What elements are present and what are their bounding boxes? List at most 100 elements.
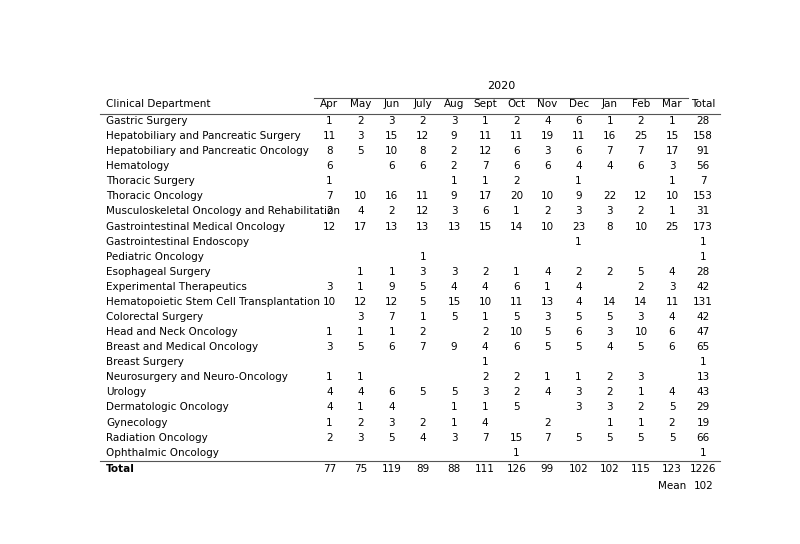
Text: Apr: Apr — [321, 99, 338, 109]
Text: 2: 2 — [669, 418, 675, 428]
Text: 7: 7 — [482, 161, 489, 171]
Text: Radiation Oncology: Radiation Oncology — [106, 432, 208, 443]
Text: 10: 10 — [541, 221, 554, 232]
Text: 2: 2 — [482, 372, 489, 382]
Text: 12: 12 — [323, 221, 336, 232]
Text: 158: 158 — [694, 131, 713, 141]
Text: 22: 22 — [603, 191, 616, 201]
Text: 1: 1 — [326, 176, 333, 186]
Text: 75: 75 — [354, 463, 367, 474]
Text: 1: 1 — [482, 312, 489, 322]
Text: Dec: Dec — [569, 99, 589, 109]
Text: 1: 1 — [669, 206, 675, 217]
Text: 3: 3 — [575, 387, 582, 398]
Text: 9: 9 — [450, 131, 458, 141]
Text: 1: 1 — [669, 116, 675, 126]
Text: 3: 3 — [450, 206, 458, 217]
Text: Clinical Department: Clinical Department — [106, 99, 210, 109]
Text: 12: 12 — [634, 191, 647, 201]
Text: 10: 10 — [478, 297, 492, 307]
Text: 15: 15 — [478, 221, 492, 232]
Text: 6: 6 — [389, 342, 395, 352]
Text: 7: 7 — [389, 312, 395, 322]
Text: 2: 2 — [450, 146, 458, 156]
Text: 4: 4 — [606, 342, 613, 352]
Text: 23: 23 — [572, 221, 586, 232]
Text: 77: 77 — [323, 463, 336, 474]
Text: 119: 119 — [382, 463, 402, 474]
Text: 6: 6 — [389, 387, 395, 398]
Text: 5: 5 — [669, 432, 675, 443]
Text: 4: 4 — [419, 432, 426, 443]
Text: 102: 102 — [694, 481, 713, 491]
Text: 4: 4 — [669, 267, 675, 277]
Text: 10: 10 — [634, 327, 647, 337]
Text: 115: 115 — [631, 463, 651, 474]
Text: 9: 9 — [450, 191, 458, 201]
Text: 7: 7 — [419, 342, 426, 352]
Text: 153: 153 — [694, 191, 713, 201]
Text: 2: 2 — [638, 206, 644, 217]
Text: 1: 1 — [513, 267, 520, 277]
Text: 6: 6 — [669, 342, 675, 352]
Text: 1: 1 — [389, 267, 395, 277]
Text: 11: 11 — [323, 131, 336, 141]
Text: 5: 5 — [544, 342, 550, 352]
Text: 10: 10 — [634, 221, 647, 232]
Text: Musculoskeletal Oncology and Rehabilitation: Musculoskeletal Oncology and Rehabilitat… — [106, 206, 340, 217]
Text: 3: 3 — [326, 282, 333, 292]
Text: 2: 2 — [358, 116, 364, 126]
Text: 5: 5 — [389, 432, 395, 443]
Text: 1: 1 — [358, 267, 364, 277]
Text: 2: 2 — [450, 161, 458, 171]
Text: Neurosurgery and Neuro-Oncology: Neurosurgery and Neuro-Oncology — [106, 372, 288, 382]
Text: Experimental Therapeutics: Experimental Therapeutics — [106, 282, 247, 292]
Text: 1: 1 — [326, 372, 333, 382]
Text: 2: 2 — [544, 206, 550, 217]
Text: 173: 173 — [694, 221, 713, 232]
Text: 6: 6 — [482, 206, 489, 217]
Text: Esophageal Surgery: Esophageal Surgery — [106, 267, 211, 277]
Text: 1: 1 — [575, 372, 582, 382]
Text: 20: 20 — [510, 191, 523, 201]
Text: 56: 56 — [697, 161, 710, 171]
Text: 25: 25 — [666, 221, 678, 232]
Text: 2: 2 — [419, 327, 426, 337]
Text: 1: 1 — [700, 252, 706, 262]
Text: 4: 4 — [606, 161, 613, 171]
Text: July: July — [414, 99, 432, 109]
Text: 2: 2 — [606, 267, 613, 277]
Text: 17: 17 — [478, 191, 492, 201]
Text: 5: 5 — [544, 327, 550, 337]
Text: 10: 10 — [385, 146, 398, 156]
Text: Jan: Jan — [602, 99, 618, 109]
Text: 28: 28 — [697, 267, 710, 277]
Text: Sept: Sept — [474, 99, 497, 109]
Text: 4: 4 — [358, 206, 364, 217]
Text: 14: 14 — [634, 297, 647, 307]
Text: 4: 4 — [575, 282, 582, 292]
Text: 12: 12 — [416, 206, 430, 217]
Text: Thoracic Surgery: Thoracic Surgery — [106, 176, 195, 186]
Text: 2: 2 — [544, 418, 550, 428]
Text: 13: 13 — [541, 297, 554, 307]
Text: Breast and Medical Oncology: Breast and Medical Oncology — [106, 342, 258, 352]
Text: 126: 126 — [506, 463, 526, 474]
Text: Gastrointestinal Endoscopy: Gastrointestinal Endoscopy — [106, 237, 250, 246]
Text: 123: 123 — [662, 463, 682, 474]
Text: 3: 3 — [606, 403, 613, 412]
Text: 1: 1 — [700, 357, 706, 367]
Text: 1: 1 — [544, 282, 550, 292]
Text: Thoracic Oncology: Thoracic Oncology — [106, 191, 203, 201]
Text: 1: 1 — [326, 116, 333, 126]
Text: 10: 10 — [666, 191, 678, 201]
Text: Hematology: Hematology — [106, 161, 170, 171]
Text: 1: 1 — [358, 372, 364, 382]
Text: 2: 2 — [606, 372, 613, 382]
Text: 12: 12 — [478, 146, 492, 156]
Text: Oct: Oct — [507, 99, 526, 109]
Text: 2: 2 — [638, 403, 644, 412]
Text: 3: 3 — [326, 342, 333, 352]
Text: Gastric Surgery: Gastric Surgery — [106, 116, 188, 126]
Text: 19: 19 — [697, 418, 710, 428]
